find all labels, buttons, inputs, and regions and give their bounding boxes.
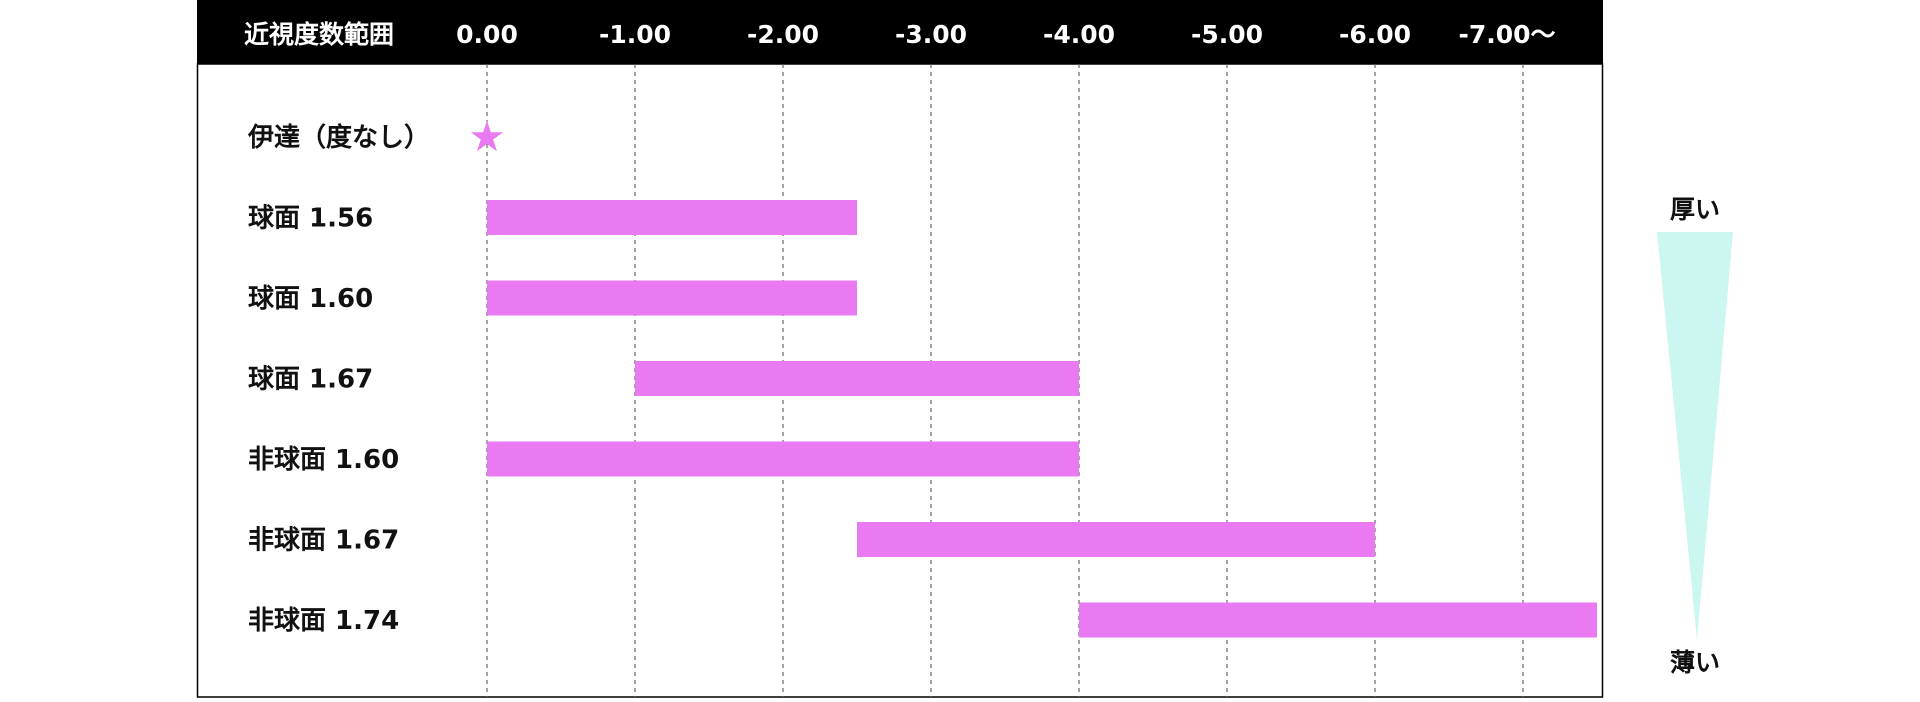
tick-label: -4.00 [1043,20,1115,49]
tick-label: -2.00 [747,20,819,49]
grid-layer [486,64,1524,697]
row-label: 伊達（度なし） [247,122,430,153]
range-bar [487,200,857,235]
range-bar [487,280,857,316]
rows-layer: 伊達（度なし） ★ 球面 1.56 球面 1.60 球面 1.67 非球面 1.60 非球面… [247,112,1597,638]
thick-label: 厚い [1670,195,1720,224]
thickness-wedge [1657,232,1733,640]
tick-label: -1.00 [599,20,671,49]
tick-label: 0.00 [456,20,518,49]
row-label: 非球面 1.60 [248,445,399,475]
header-label: 近視度数範囲 [244,20,394,49]
header-bar [197,0,1603,64]
thin-label: 薄い [1670,648,1720,677]
range-bar [487,441,1079,477]
tick-label: -3.00 [895,20,967,49]
row-label: 非球面 1.67 [248,526,399,556]
chart-frame [196,63,1604,698]
range-bar [857,522,1375,557]
header-layer: 近視度数範囲 0.00 -1.00 -2.00 -3.00 -4.00 -5.00 -6.00… [196,0,1604,698]
row-label: 球面 1.56 [248,204,373,234]
tick-label: -7.00〜 [1458,20,1555,49]
row-label: 球面 1.67 [248,365,373,395]
tick-label: -6.00 [1339,20,1411,49]
row-label: 非球面 1.74 [248,606,399,636]
star-marker: ★ [468,112,506,161]
range-bar [635,361,1079,396]
range-bar [1079,602,1597,638]
row-label: 球面 1.60 [248,284,373,314]
tick-label: -5.00 [1191,20,1263,49]
